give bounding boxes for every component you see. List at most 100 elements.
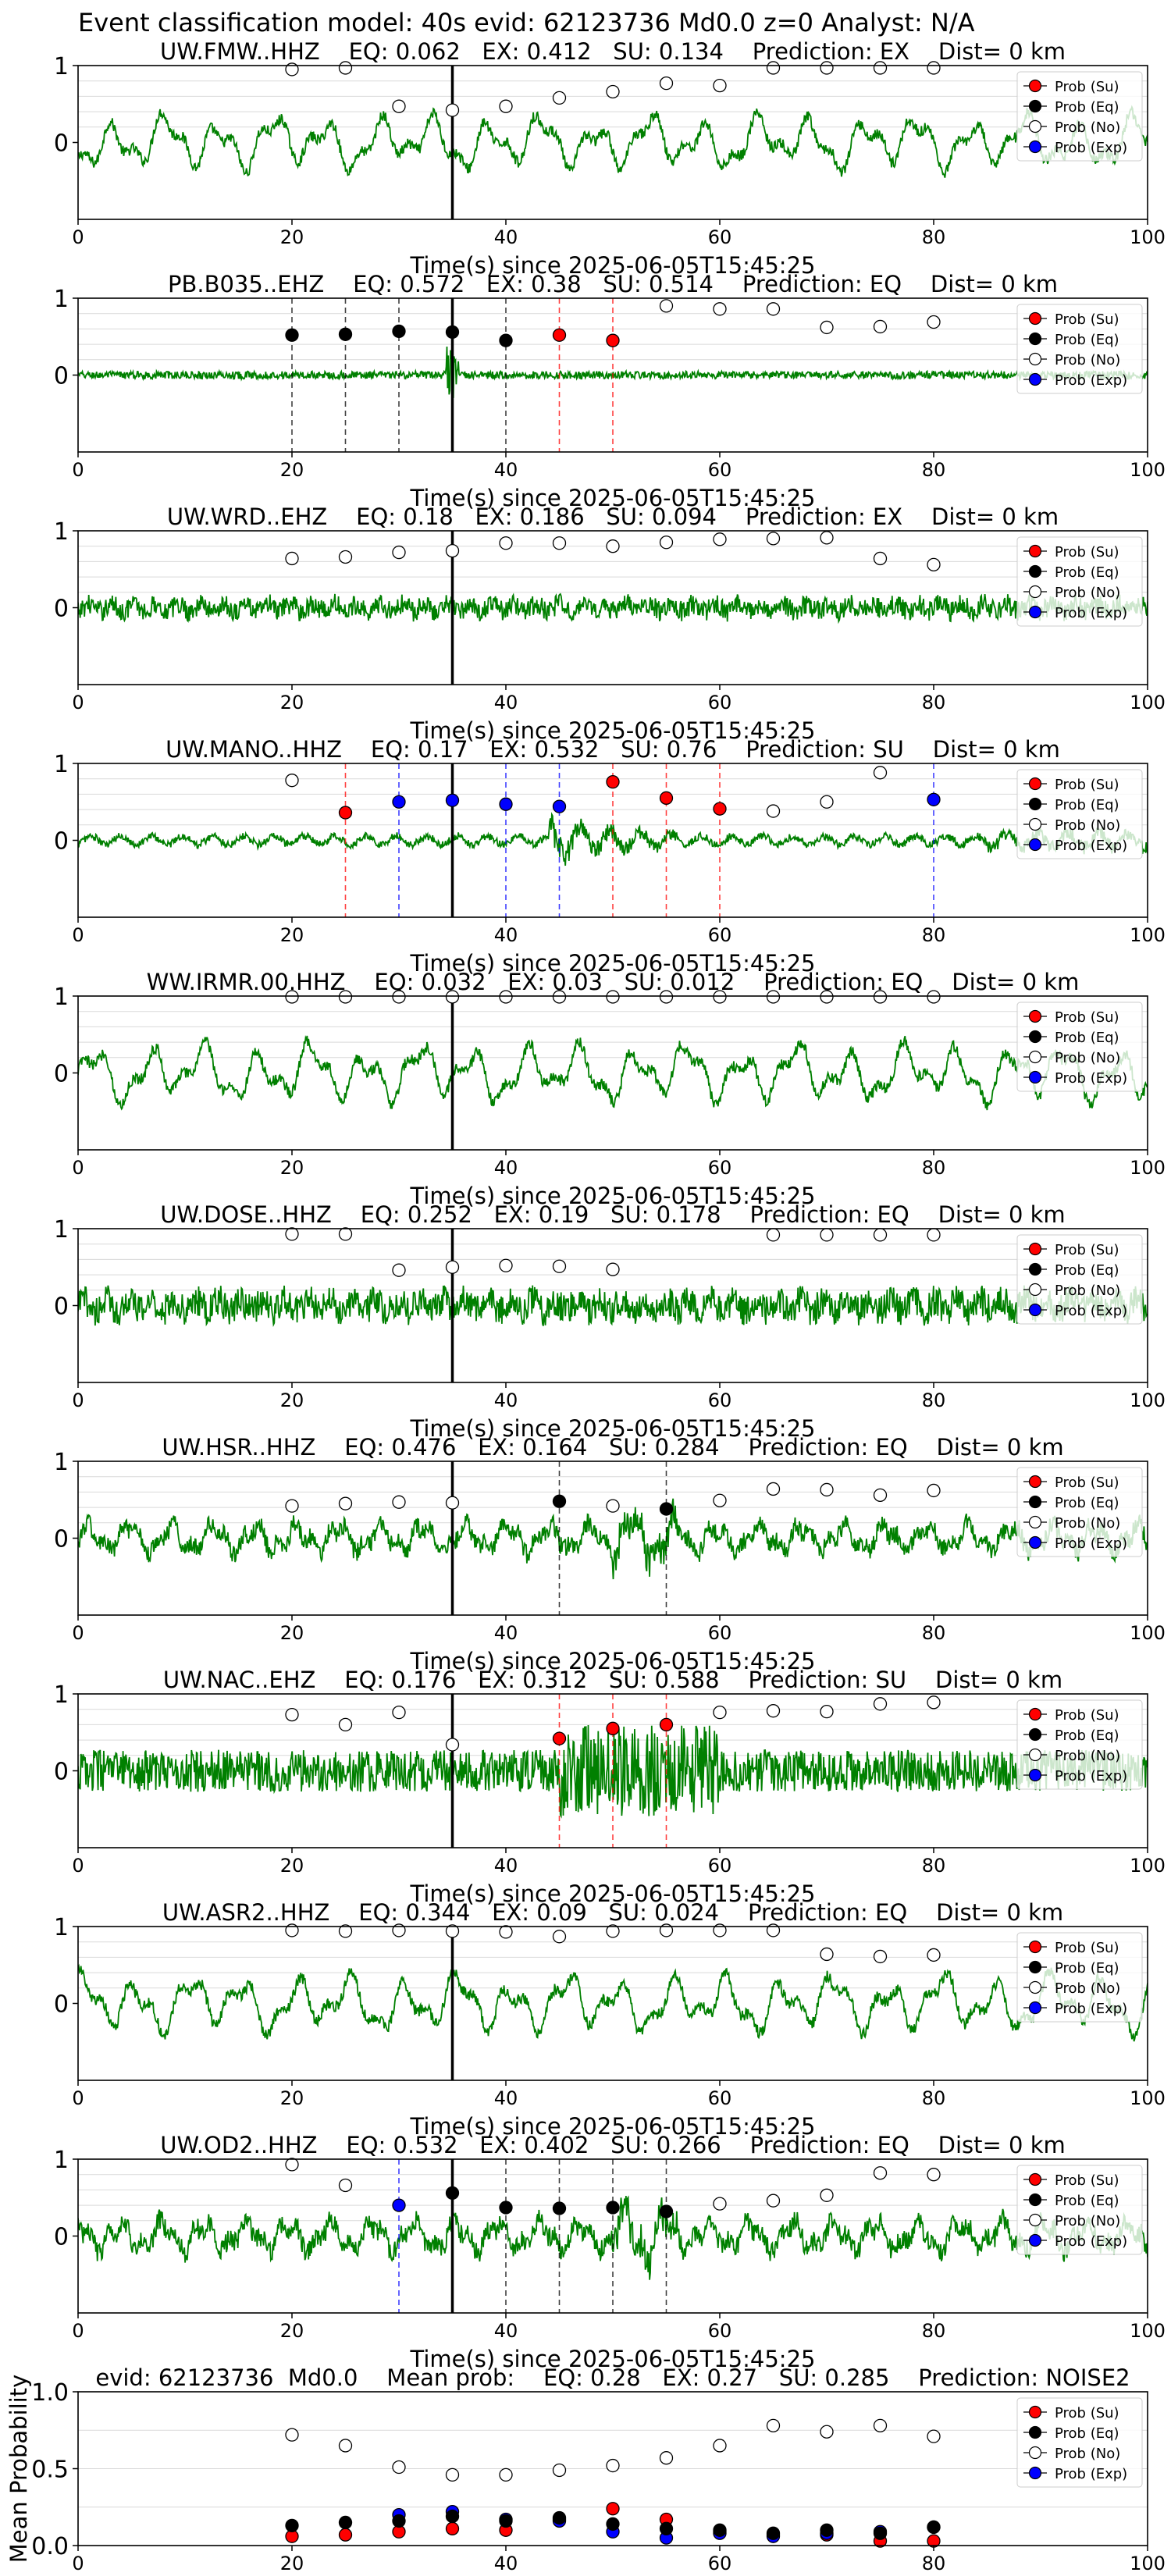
x-axis-label: Time(s) since 2025-06-05T15:45:25 — [410, 1648, 816, 1674]
marker-probexp — [392, 2198, 406, 2212]
marker-probno — [766, 1704, 781, 1718]
marker-probno — [392, 1705, 406, 1720]
waveform-trace — [78, 1285, 1148, 1328]
marker-probeq — [285, 2518, 299, 2533]
marker-probno — [499, 99, 513, 113]
panels: UW.FMW..HHZ EQ: 0.062 EX: 0.412 SU: 0.13… — [5, 38, 1166, 2574]
legend-marker — [1028, 1495, 1042, 1509]
marker-probno — [552, 1259, 567, 1273]
figure-suptitle: Event classification model: 40s evid: 62… — [78, 8, 975, 37]
marker-probno — [499, 536, 513, 550]
legend-label: Prob (No) — [1055, 1980, 1120, 1997]
legend-label: Prob (No) — [1055, 1283, 1120, 1299]
legend-marker — [1028, 140, 1042, 154]
marker-probeq — [873, 2526, 888, 2540]
x-tick-label: 0 — [72, 2320, 84, 2342]
station-panel: UW.WRD..EHZ EQ: 0.18 EX: 0.186 SU: 0.094… — [54, 503, 1166, 744]
marker-probeq — [392, 2514, 406, 2528]
x-tick-label: 0 — [72, 1389, 84, 1411]
plot-area — [78, 531, 1148, 685]
legend-label: Prob (No) — [1055, 352, 1120, 368]
panel-title: PB.B035..EHZ EQ: 0.572 EX: 0.38 SU: 0.51… — [168, 271, 1058, 297]
legend-label: Prob (Exp) — [1055, 1070, 1127, 1087]
marker-probno — [445, 1496, 460, 1510]
legend-marker — [1028, 1070, 1042, 1084]
marker-probno — [766, 61, 781, 75]
x-tick-label: 100 — [1130, 924, 1166, 946]
station-panel: PB.B035..EHZ EQ: 0.572 EX: 0.38 SU: 0.51… — [54, 271, 1166, 511]
marker-probno — [873, 61, 888, 75]
legend-marker — [1028, 372, 1042, 386]
station-panel: UW.MANO..HHZ EQ: 0.17 EX: 0.532 SU: 0.76… — [54, 736, 1166, 977]
marker-probno — [820, 1947, 834, 1962]
legend-label: Prob (Su) — [1055, 1475, 1119, 1491]
legend-label: Prob (Eq) — [1055, 332, 1119, 348]
plot-area — [78, 2159, 1148, 2313]
x-tick-label: 80 — [922, 1622, 946, 1644]
marker-probno — [445, 990, 460, 1004]
y-tick-label: 1 — [54, 1216, 69, 1244]
marker-probno — [338, 61, 353, 75]
marker-probno — [766, 804, 781, 818]
legend-label: Prob (Su) — [1055, 1707, 1119, 1724]
marker-probexp — [552, 799, 567, 813]
marker-probeq — [606, 2517, 620, 2532]
marker-probno — [392, 99, 406, 113]
marker-probeq — [445, 325, 460, 339]
legend-label: Prob (No) — [1055, 2213, 1120, 2229]
legend-marker — [1028, 352, 1042, 366]
x-tick-label: 60 — [708, 459, 732, 481]
x-tick-label: 60 — [708, 226, 732, 248]
y-tick-label: 1 — [54, 1914, 69, 1941]
x-axis-label: Time(s) since 2025-06-05T15:45:25 — [410, 2113, 816, 2140]
marker-probno — [285, 1923, 299, 1937]
y-tick-label: 0 — [54, 1759, 69, 1786]
x-tick-label: 0 — [72, 459, 84, 481]
marker-probno — [552, 2463, 567, 2478]
marker-probno — [873, 2418, 888, 2432]
marker-probeq — [499, 2514, 513, 2528]
x-tick-label: 100 — [1130, 1389, 1166, 1411]
x-axis-label: Time(s) since 2025-06-05T15:45:25 — [410, 717, 816, 744]
marker-probno — [606, 84, 620, 99]
marker-probno — [338, 1227, 353, 1241]
marker-probno — [927, 2429, 941, 2443]
legend-label: Prob (Su) — [1055, 1009, 1119, 1026]
x-tick-label: 100 — [1130, 2553, 1166, 2574]
marker-probno — [820, 531, 834, 545]
x-tick-label: 20 — [280, 1157, 304, 1179]
y-tick-label: 0 — [54, 596, 69, 623]
marker-probno — [873, 1949, 888, 1964]
x-axis-label: Time(s) since 2025-06-05T15:45:25 — [410, 485, 816, 511]
legend-marker — [1028, 99, 1042, 113]
x-tick-label: 40 — [494, 1157, 518, 1179]
marker-probno — [766, 1228, 781, 1242]
panel-title: UW.OD2..HHZ EQ: 0.532 EX: 0.402 SU: 0.26… — [160, 2132, 1066, 2158]
legend-marker — [1028, 1940, 1042, 1954]
x-tick-label: 40 — [494, 2553, 518, 2574]
marker-probno — [713, 1493, 727, 1507]
y-tick-label: 0 — [54, 828, 69, 856]
marker-probno — [766, 990, 781, 1004]
legend-marker — [1028, 2233, 1042, 2247]
marker-probno — [820, 1705, 834, 1719]
marker-probno — [285, 1499, 299, 1513]
legend-label: Prob (No) — [1055, 817, 1120, 834]
plot-area — [78, 1694, 1148, 1848]
legend-label: Prob (Exp) — [1055, 2001, 1127, 2017]
marker-probno — [338, 2178, 353, 2193]
marker-probno — [820, 1482, 834, 1497]
legend-label: Prob (Su) — [1055, 777, 1119, 793]
legend-marker — [1028, 332, 1042, 346]
marker-probno — [927, 557, 941, 571]
legend-label: Prob (Exp) — [1055, 2233, 1127, 2250]
panel-title: UW.DOSE..HHZ EQ: 0.252 EX: 0.19 SU: 0.17… — [160, 1201, 1065, 1228]
legend-marker — [1028, 1748, 1042, 1762]
marker-probno — [285, 551, 299, 566]
marker-probno — [713, 302, 727, 316]
legend-marker — [1028, 1050, 1042, 1064]
legend-box — [1016, 1699, 1143, 1790]
legend-marker — [1028, 1535, 1042, 1550]
legend-marker — [1028, 544, 1042, 558]
y-tick-label: 0 — [54, 1061, 69, 1088]
